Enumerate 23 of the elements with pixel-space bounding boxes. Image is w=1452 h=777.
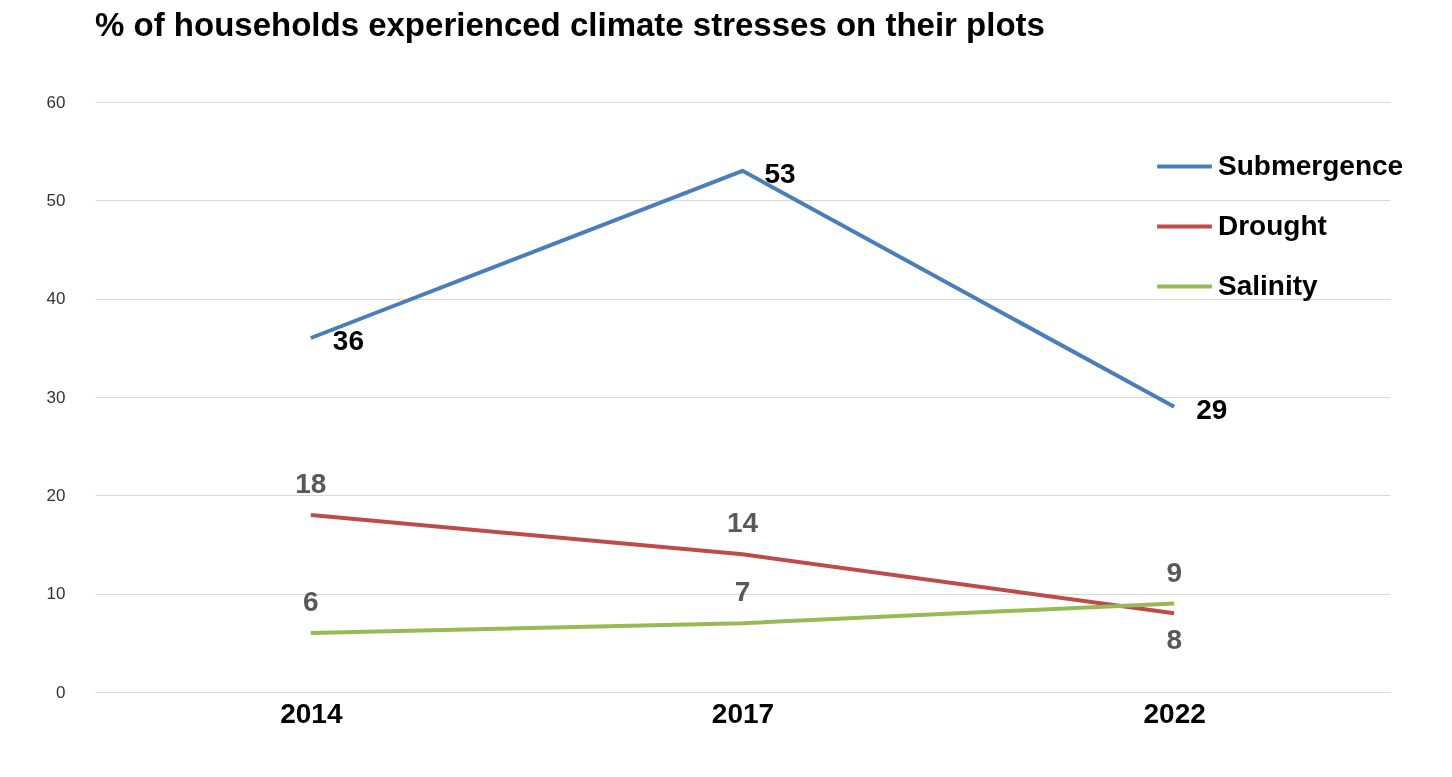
chart-title: % of households experienced climate stresses on their plots bbox=[95, 6, 1045, 43]
y-tick-label: 60 bbox=[46, 92, 66, 112]
x-tick-label: 2017 bbox=[711, 697, 775, 729]
x-tick-label: 2022 bbox=[1143, 697, 1206, 729]
y-tick-label: 50 bbox=[46, 190, 66, 210]
data-label: 14 bbox=[726, 507, 759, 539]
y-tick-label: 20 bbox=[46, 485, 66, 505]
legend-label: Drought bbox=[1218, 209, 1327, 241]
data-label: 18 bbox=[295, 468, 327, 499]
data-label: 9 bbox=[1166, 556, 1182, 588]
data-label: 53 bbox=[764, 157, 796, 189]
data-label: 36 bbox=[332, 325, 364, 356]
legend-label: Submergence bbox=[1218, 149, 1404, 181]
legend-label: Salinity bbox=[1218, 269, 1319, 301]
y-tick-label: 0 bbox=[56, 682, 66, 702]
data-label: 6 bbox=[303, 586, 319, 617]
y-tick-label: 30 bbox=[46, 387, 66, 407]
y-tick-label: 40 bbox=[46, 289, 66, 309]
y-tick-label: 10 bbox=[46, 584, 66, 604]
data-label: 8 bbox=[1166, 624, 1182, 656]
data-label: 7 bbox=[734, 576, 751, 608]
x-tick-label: 2014 bbox=[280, 697, 343, 729]
data-label: 29 bbox=[1196, 393, 1228, 425]
